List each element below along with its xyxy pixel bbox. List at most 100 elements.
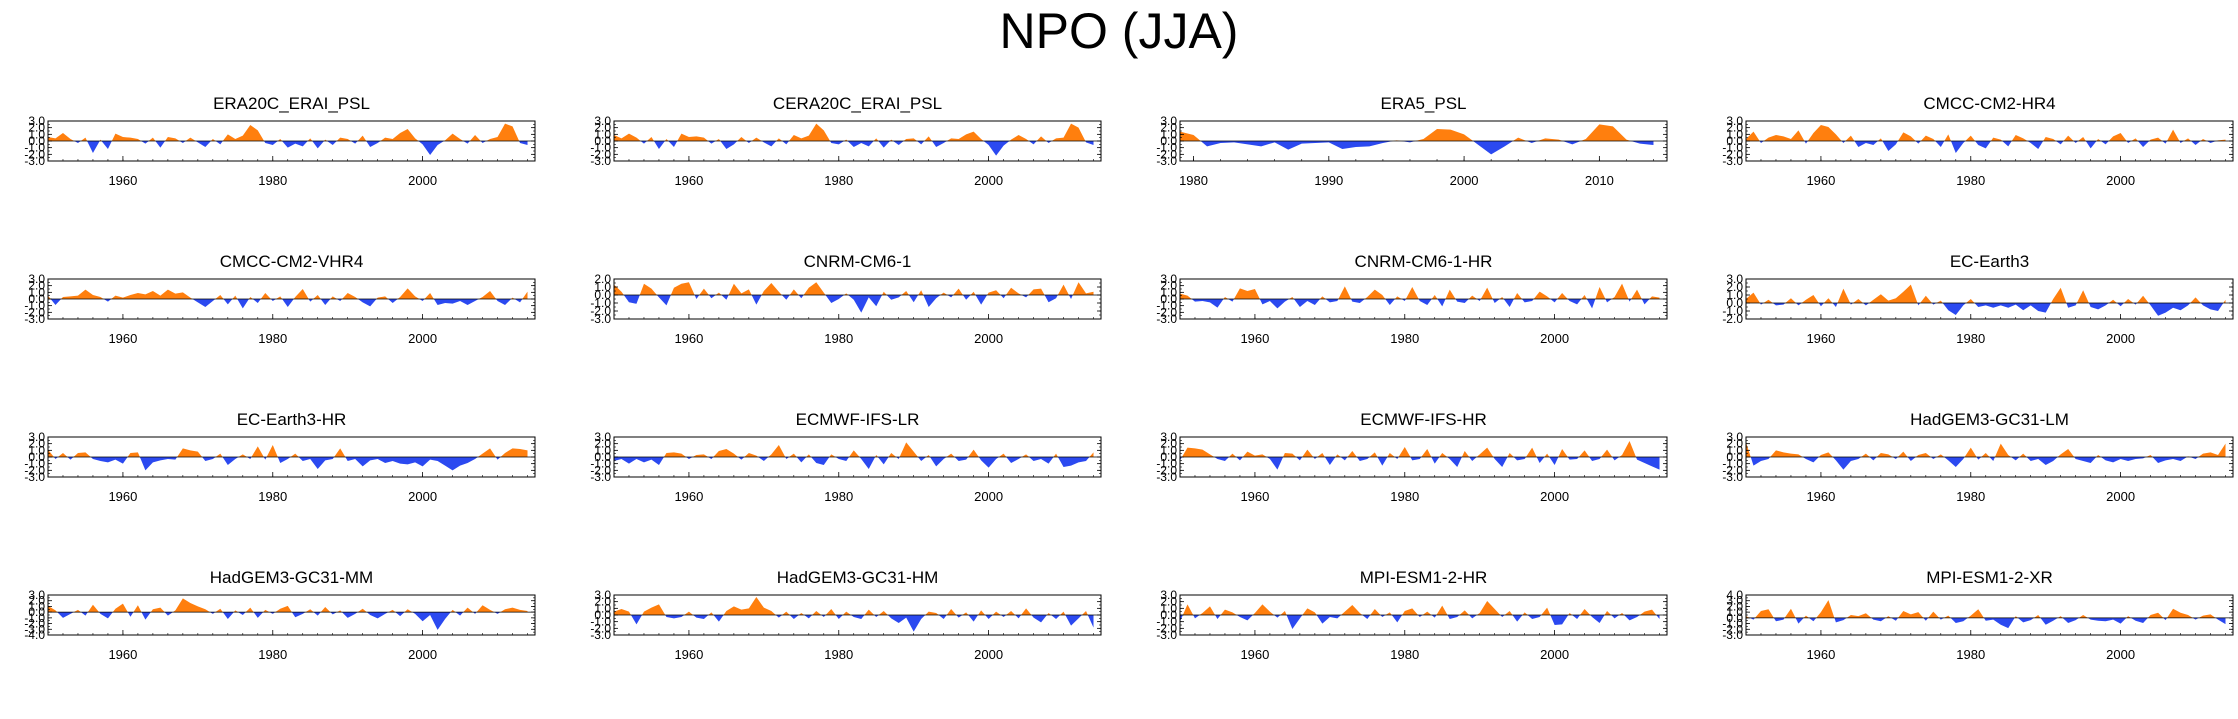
- panel-hadgem3-gc31-mm: HadGEM3-GC31-MM 3.0 2.0 1.0 0.0 -1.0 -2.0 -3.0-…: [2, 568, 549, 698]
- negative-area: [48, 299, 528, 309]
- y-tick-label: 2.0: [1160, 437, 1177, 451]
- y-tick-label: 1.0: [1160, 601, 1177, 615]
- negative-area: [1180, 615, 1660, 629]
- x-tick-label: 1980: [1179, 173, 1208, 188]
- x-tick-label: 1960: [1240, 647, 1269, 662]
- y-tick-label: 0.0: [28, 134, 45, 148]
- y-tick-label: 1.0: [594, 280, 611, 294]
- negative-area: [1746, 303, 2226, 316]
- panel-title: ERA5_PSL: [1380, 94, 1467, 113]
- y-tick-label: -3.0: [1722, 470, 1743, 484]
- x-tick-label: 1980: [1956, 173, 1985, 188]
- y-tick-label: 1.0: [28, 443, 45, 457]
- y-tick-label: -3.0: [590, 154, 611, 168]
- panel-plot: 3.02.01.00.0-1.0-2.0-3.0 1960 1980 2000: [590, 588, 1102, 662]
- y-tick-label: 4.0: [1726, 588, 1743, 602]
- panel-title: ECMWF-IFS-LR: [795, 410, 920, 429]
- y-tick-label: 1.0: [1160, 285, 1177, 299]
- y-tick-label: -1.0: [590, 457, 611, 471]
- x-tick-label: 2000: [408, 647, 437, 662]
- panel-ec-earth3: EC-Earth3 3.0 2.0 1.0 0.0 -1.0 -2.0 1960 1980 200…: [1700, 252, 2238, 382]
- y-tick-label: -2.0: [24, 463, 45, 477]
- y-tick-label: -3.0: [24, 470, 45, 484]
- y-tick-label: 2.0: [28, 594, 45, 608]
- y-tick-label: -2.0: [24, 305, 45, 319]
- x-tick-label: 2000: [974, 489, 1003, 504]
- x-tick-label: 1980: [824, 489, 853, 504]
- y-tick-label: 2.0: [1160, 121, 1177, 135]
- y-tick-label: -1.0: [1156, 457, 1177, 471]
- y-tick-label: 3.0: [1160, 588, 1177, 602]
- negative-area: [614, 457, 1094, 469]
- x-tick-label: 1980: [258, 331, 287, 346]
- y-tick-label: 2.0: [28, 121, 45, 135]
- y-tick-label: -1.0: [590, 615, 611, 629]
- panel-era20c-erai-psl: ERA20C_ERAI_PSL 3.0 2.0 1.0 0.0 -1.0 -2.0 -3.0 1…: [2, 94, 549, 224]
- x-tick-label: 1980: [824, 647, 853, 662]
- x-tick-label: 1980: [1956, 647, 1985, 662]
- y-tick-label: -1.0: [24, 299, 45, 313]
- panel-plot: 3.02.01.00.0-1.0-2.0-3.0 1960 1980 2000: [1722, 114, 2234, 188]
- x-tick-label: 2000: [2106, 173, 2135, 188]
- positive-area: [1746, 600, 2216, 618]
- x-tick-label: 2000: [974, 173, 1003, 188]
- x-tick-label: 2000: [1540, 331, 1569, 346]
- y-tick-label: -3.0: [1156, 470, 1177, 484]
- y-tick-label: -1.0: [1722, 617, 1743, 631]
- x-tick-label: 1980: [1956, 489, 1985, 504]
- panel-mpi-esm1-2-xr: MPI-ESM1-2-XR 4.0 3.0 2.0 1.0 0.0 -1.0 -2.0 -3.0…: [1700, 568, 2238, 698]
- x-tick-label: 2000: [408, 173, 437, 188]
- panel-title: CMCC-CM2-HR4: [1923, 94, 2056, 113]
- panel-plot: 3.02.01.00.0-1.0-2.0-3.0 1960 1980 2000: [590, 430, 1102, 504]
- panel-plot: 3.02.01.00.0-1.0-2.0-3.0 1960 1980 2000: [1156, 430, 1668, 504]
- panel-plot: 4.03.02.01.00.0-1.0-2.0-3.0 1960 1980 2000: [1722, 588, 2234, 662]
- negative-area: [1746, 457, 2226, 470]
- panel-title: CERA20C_ERAI_PSL: [772, 94, 943, 113]
- x-tick-label: 1980: [258, 489, 287, 504]
- axes-frame: [47, 594, 536, 636]
- y-tick-label: -3.0: [590, 628, 611, 642]
- panel-ecmwf-ifs-lr: ECMWF-IFS-LR 3.0 2.0 1.0 0.0 -1.0 -2.0 -3.0 1960…: [568, 410, 1115, 540]
- y-tick-label: -2.0: [590, 304, 611, 318]
- panel-mpi-esm1-2-hr: MPI-ESM1-2-HR 3.0 2.0 1.0 0.0 -1.0 -2.0 -3.0 196…: [1134, 568, 1681, 698]
- y-tick-label: 0.0: [1160, 292, 1177, 306]
- y-tick-label: 3.0: [28, 588, 45, 602]
- panel-title: HadGEM3-GC31-LM: [1910, 410, 2069, 429]
- panel-cmcc-cm2-hr4: CMCC-CM2-HR4 3.0 2.0 1.0 0.0 -1.0 -2.0 -3.0 1960…: [1700, 94, 2238, 224]
- y-tick-label: 2.0: [594, 437, 611, 451]
- y-tick-label: 2.0: [594, 121, 611, 135]
- y-tick-label: -1.0: [24, 141, 45, 155]
- x-tick-label: 1960: [1806, 647, 1835, 662]
- positive-area: [1180, 441, 1660, 457]
- y-tick-label: -1.0: [590, 141, 611, 155]
- y-tick-label: 0.0: [28, 450, 45, 464]
- y-tick-label: 1.0: [1726, 443, 1743, 457]
- y-tick-label: -2.0: [590, 463, 611, 477]
- x-tick-label: 1960: [108, 331, 137, 346]
- y-tick-label: -3.0: [590, 470, 611, 484]
- y-tick-label: -2.0: [24, 617, 45, 631]
- x-tick-label: 2000: [1450, 173, 1479, 188]
- panel-plot: 3.02.01.00.0-1.0-2.0-3.0 1960 1980 2000: [24, 114, 536, 188]
- y-tick-label: 1.0: [594, 601, 611, 615]
- panel-plot: 3.02.01.00.0-1.0-2.0-3.0 1960 1980 2000: [1722, 430, 2234, 504]
- x-tick-label: 1960: [1806, 331, 1835, 346]
- positive-area: [614, 442, 1094, 457]
- x-tick-label: 2010: [1585, 173, 1614, 188]
- x-tick-label: 2000: [2106, 489, 2135, 504]
- panel-plot: 3.02.01.00.0-1.0-2.0-3.0 1960 1980 2000: [24, 272, 536, 346]
- x-tick-label: 2000: [974, 647, 1003, 662]
- y-tick-label: 1.0: [594, 443, 611, 457]
- y-tick-label: 0.0: [1160, 608, 1177, 622]
- y-tick-label: 1.0: [594, 127, 611, 141]
- y-tick-label: 2.0: [28, 279, 45, 293]
- x-tick-label: 2000: [1540, 647, 1569, 662]
- positive-area: [614, 282, 1094, 295]
- negative-area: [48, 141, 528, 155]
- y-tick-label: 2.0: [1726, 280, 1743, 294]
- y-tick-label: 2.0: [28, 437, 45, 451]
- y-tick-label: 1.0: [1160, 443, 1177, 457]
- panel-ecmwf-ifs-hr: ECMWF-IFS-HR 3.0 2.0 1.0 0.0 -1.0 -2.0 -3.0 1960…: [1134, 410, 1681, 540]
